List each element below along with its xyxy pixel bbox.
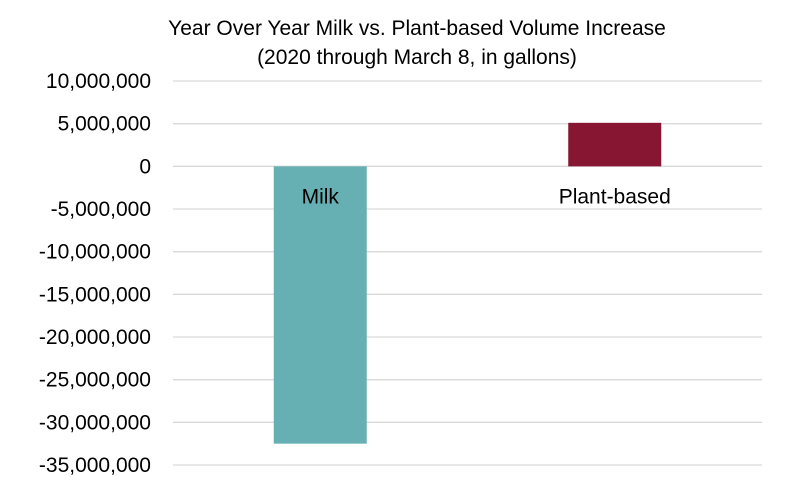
bar-plant-based [568,122,662,167]
y-tick-label: -10,000,000 [39,241,151,264]
y-tick-label: 0 [139,155,151,178]
y-tick-label: 5,000,000 [58,113,151,136]
y-tick-label: -30,000,000 [39,411,151,434]
y-tick-label: -35,000,000 [39,454,151,477]
bar-milk [273,166,367,444]
y-tick-label: -5,000,000 [51,198,151,221]
y-tick-label: -25,000,000 [39,369,151,392]
category-label: Plant-based [559,185,671,208]
y-tick-label: -15,000,000 [39,283,151,306]
category-label: Milk [302,185,340,208]
chart-subtitle: (2020 through March 8, in gallons) [257,46,577,69]
y-tick-label: 10,000,000 [46,70,151,93]
y-tick-label: -20,000,000 [39,326,151,349]
chart-title: Year Over Year Milk vs. Plant-based Volu… [168,17,666,40]
